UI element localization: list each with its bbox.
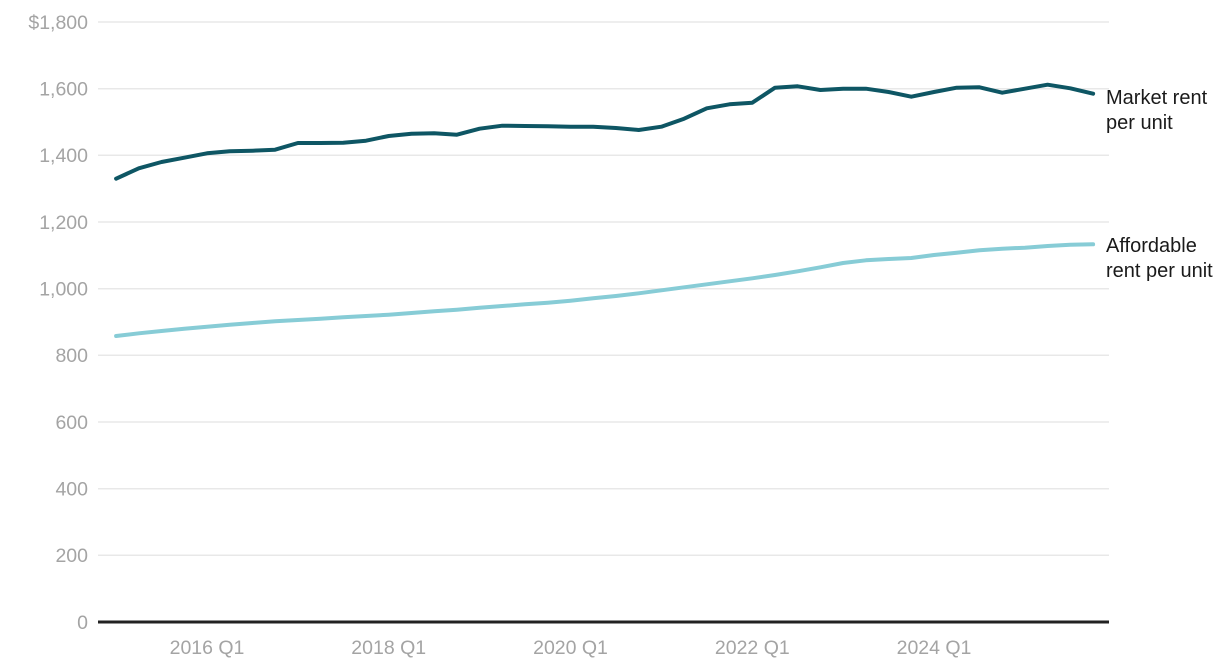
- x-tick-label-2024-q1: 2024 Q1: [897, 637, 972, 659]
- y-tick-label-1000: 1,000: [39, 279, 88, 301]
- series-label-market: Market rent per unit: [1106, 87, 1208, 134]
- y-tick-label-0: 0: [77, 612, 88, 634]
- x-tick-label-2022-q1: 2022 Q1: [715, 637, 790, 659]
- y-tick-label-1800: $1,800: [28, 12, 88, 34]
- x-tick-label-2016-q1: 2016 Q1: [170, 637, 245, 659]
- x-tick-label-2018-q1: 2018 Q1: [351, 637, 426, 659]
- line-market-rent: [114, 82, 1096, 181]
- y-tick-label-600: 600: [55, 412, 88, 434]
- y-tick-label-1600: 1,600: [39, 79, 88, 101]
- y-tick-label-800: 800: [55, 345, 88, 367]
- x-tick-label-2020-q1: 2020 Q1: [533, 637, 608, 659]
- y-tick-label-200: 200: [55, 545, 88, 567]
- y-tick-label-1400: 1,400: [39, 145, 88, 167]
- series-label-affordable: Affordable rent per unit: [1106, 235, 1213, 282]
- y-tick-label-1200: 1,200: [39, 212, 88, 234]
- y-tick-label-400: 400: [55, 479, 88, 501]
- line-affordable-rent: [114, 242, 1096, 338]
